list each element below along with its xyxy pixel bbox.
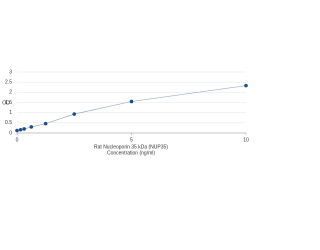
y-tick-label: 2 xyxy=(9,90,12,96)
y-tick-label: 0 xyxy=(9,130,12,136)
point xyxy=(22,127,26,131)
y-tick-label: 3 xyxy=(9,69,12,75)
x-tick-label: 0 xyxy=(16,137,19,143)
point xyxy=(244,83,248,88)
x-axis-label: Rat Nucleoporin 35 kDa (NUP35) xyxy=(94,144,168,150)
x-tick-label: 10 xyxy=(243,137,249,143)
point xyxy=(15,128,19,133)
point xyxy=(43,121,48,126)
point xyxy=(72,112,77,116)
point xyxy=(18,127,23,132)
y-tick-label: 1.5 xyxy=(5,100,12,106)
x-axis-label: Concentration (ng/ml) xyxy=(107,150,155,156)
y-tick-label: 0.5 xyxy=(5,120,12,126)
y-tick-label: 2.5 xyxy=(5,79,12,85)
y-axis-label: OD xyxy=(2,100,10,106)
chart: OD Rat Nucleoporin 35 kDa (NUP35) Concen… xyxy=(2,69,249,156)
point xyxy=(29,125,34,129)
point xyxy=(129,99,134,104)
y-tick-label: 1 xyxy=(9,110,12,116)
x-tick-label: 5 xyxy=(130,137,133,143)
